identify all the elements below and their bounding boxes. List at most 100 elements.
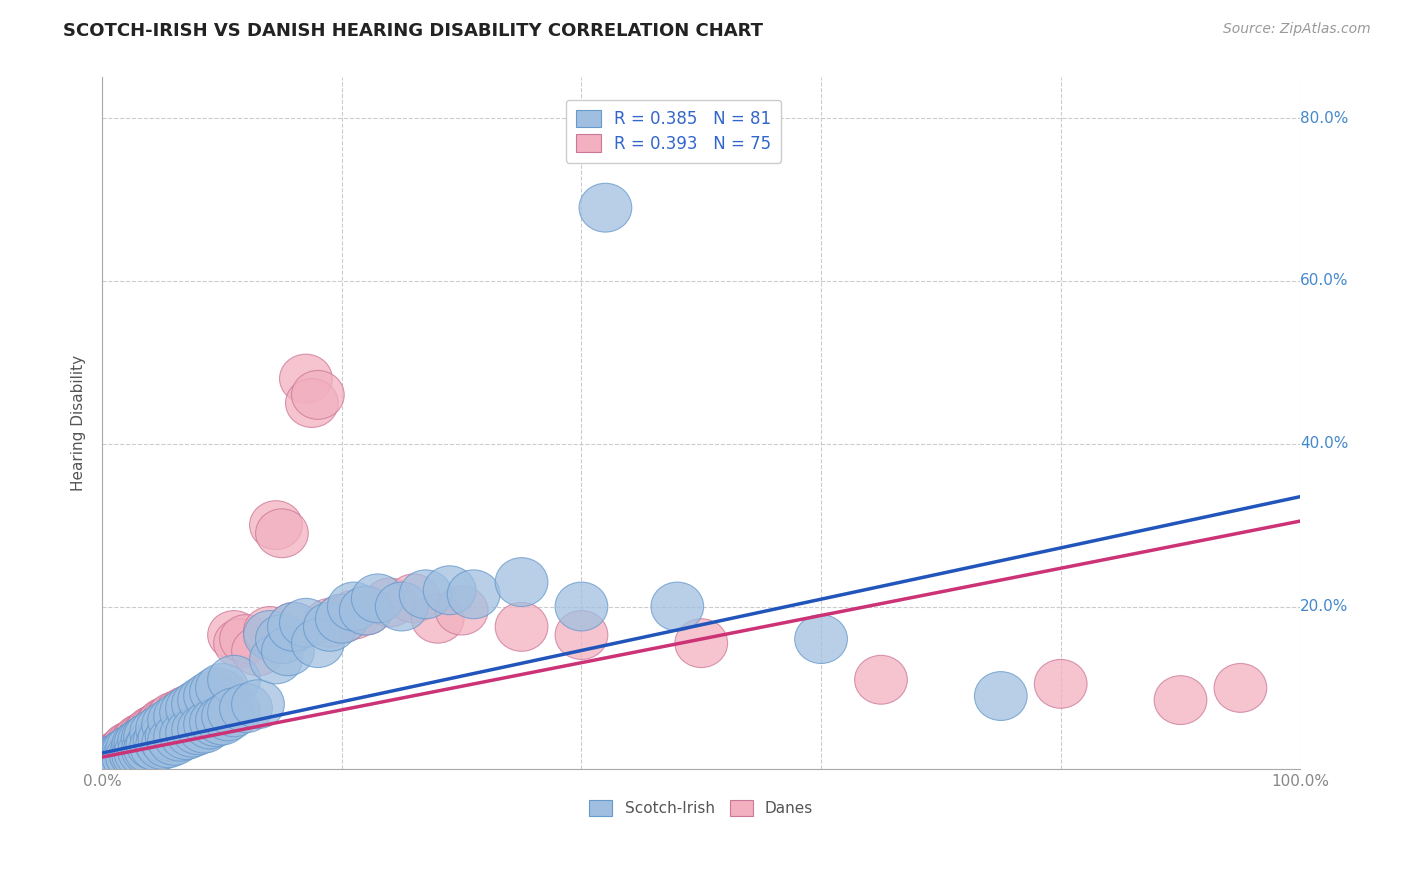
Ellipse shape	[214, 619, 266, 667]
Ellipse shape	[363, 578, 416, 627]
Ellipse shape	[136, 700, 188, 749]
Ellipse shape	[124, 713, 177, 761]
Ellipse shape	[138, 714, 191, 763]
Ellipse shape	[423, 566, 477, 615]
Ellipse shape	[184, 696, 236, 745]
Text: 20.0%: 20.0%	[1301, 599, 1348, 614]
Ellipse shape	[208, 611, 260, 659]
Ellipse shape	[280, 354, 332, 403]
Ellipse shape	[304, 599, 356, 648]
Ellipse shape	[100, 729, 152, 778]
Ellipse shape	[124, 723, 177, 771]
Ellipse shape	[148, 692, 201, 741]
Ellipse shape	[160, 711, 212, 759]
Ellipse shape	[339, 586, 392, 635]
Ellipse shape	[304, 602, 356, 651]
Ellipse shape	[495, 602, 548, 651]
Ellipse shape	[339, 586, 392, 635]
Ellipse shape	[112, 716, 165, 765]
Ellipse shape	[153, 711, 207, 759]
Ellipse shape	[436, 586, 488, 635]
Ellipse shape	[90, 735, 143, 784]
Ellipse shape	[201, 692, 254, 741]
Text: 60.0%: 60.0%	[1301, 274, 1348, 288]
Ellipse shape	[112, 721, 165, 769]
Ellipse shape	[328, 582, 380, 631]
Ellipse shape	[100, 724, 152, 773]
Ellipse shape	[232, 627, 284, 676]
Ellipse shape	[399, 570, 453, 619]
Ellipse shape	[87, 735, 141, 784]
Ellipse shape	[97, 731, 150, 779]
Ellipse shape	[328, 591, 380, 639]
Ellipse shape	[794, 615, 848, 664]
Ellipse shape	[94, 737, 146, 786]
Ellipse shape	[1035, 659, 1087, 708]
Text: 40.0%: 40.0%	[1301, 436, 1348, 451]
Ellipse shape	[105, 721, 159, 769]
Ellipse shape	[280, 599, 332, 648]
Ellipse shape	[555, 611, 607, 659]
Text: Source: ZipAtlas.com: Source: ZipAtlas.com	[1223, 22, 1371, 37]
Ellipse shape	[243, 607, 297, 656]
Ellipse shape	[291, 619, 344, 667]
Ellipse shape	[495, 558, 548, 607]
Ellipse shape	[129, 721, 183, 769]
Ellipse shape	[114, 714, 167, 763]
Ellipse shape	[166, 708, 218, 757]
Ellipse shape	[87, 740, 141, 789]
Ellipse shape	[134, 703, 186, 751]
Ellipse shape	[219, 684, 273, 732]
Text: SCOTCH-IRISH VS DANISH HEARING DISABILITY CORRELATION CHART: SCOTCH-IRISH VS DANISH HEARING DISABILIT…	[63, 22, 763, 40]
Ellipse shape	[195, 696, 249, 745]
Ellipse shape	[145, 694, 198, 743]
Ellipse shape	[145, 713, 198, 761]
Ellipse shape	[118, 727, 170, 776]
Ellipse shape	[160, 686, 212, 735]
Ellipse shape	[855, 656, 907, 704]
Ellipse shape	[82, 739, 135, 788]
Ellipse shape	[142, 716, 194, 765]
Ellipse shape	[166, 706, 218, 755]
Ellipse shape	[291, 370, 344, 419]
Ellipse shape	[675, 619, 728, 667]
Ellipse shape	[148, 716, 201, 765]
Ellipse shape	[160, 708, 212, 757]
Y-axis label: Hearing Disability: Hearing Disability	[72, 355, 86, 491]
Ellipse shape	[195, 670, 249, 719]
Ellipse shape	[153, 690, 207, 739]
Ellipse shape	[124, 724, 177, 773]
Ellipse shape	[388, 574, 440, 623]
Ellipse shape	[1154, 676, 1206, 724]
Ellipse shape	[250, 635, 302, 684]
Ellipse shape	[974, 672, 1028, 721]
Ellipse shape	[172, 706, 225, 755]
Ellipse shape	[127, 706, 179, 755]
Ellipse shape	[134, 716, 186, 765]
Ellipse shape	[651, 582, 703, 631]
Ellipse shape	[94, 739, 146, 788]
Ellipse shape	[127, 721, 179, 769]
Ellipse shape	[86, 737, 138, 786]
Ellipse shape	[243, 611, 297, 659]
Ellipse shape	[195, 664, 249, 713]
Ellipse shape	[219, 615, 273, 664]
Ellipse shape	[190, 667, 242, 716]
Ellipse shape	[166, 684, 218, 732]
Ellipse shape	[136, 721, 188, 769]
Text: 80.0%: 80.0%	[1301, 111, 1348, 126]
Ellipse shape	[97, 735, 150, 784]
Ellipse shape	[105, 724, 159, 773]
Ellipse shape	[118, 713, 170, 761]
Ellipse shape	[153, 713, 207, 761]
Ellipse shape	[208, 688, 260, 737]
Ellipse shape	[97, 729, 150, 778]
Ellipse shape	[184, 676, 236, 724]
Ellipse shape	[447, 570, 501, 619]
Ellipse shape	[121, 711, 174, 759]
Ellipse shape	[129, 708, 183, 757]
Ellipse shape	[118, 724, 170, 773]
Ellipse shape	[190, 694, 242, 743]
Ellipse shape	[315, 594, 368, 643]
Ellipse shape	[177, 676, 231, 724]
